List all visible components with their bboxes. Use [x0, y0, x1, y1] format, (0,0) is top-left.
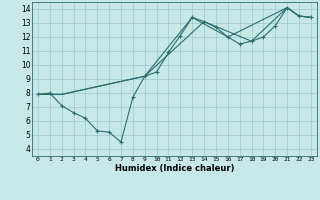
X-axis label: Humidex (Indice chaleur): Humidex (Indice chaleur) [115, 164, 234, 173]
